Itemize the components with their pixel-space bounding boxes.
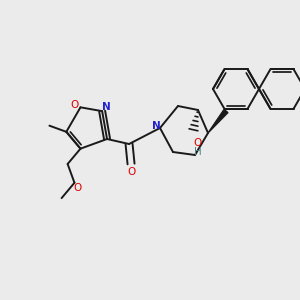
Text: H: H (194, 147, 202, 157)
Text: O: O (127, 167, 135, 177)
Text: N: N (152, 121, 160, 131)
Polygon shape (208, 110, 228, 133)
Text: N: N (102, 102, 110, 112)
Text: O: O (194, 138, 202, 148)
Text: O: O (70, 100, 79, 110)
Text: O: O (73, 183, 82, 193)
